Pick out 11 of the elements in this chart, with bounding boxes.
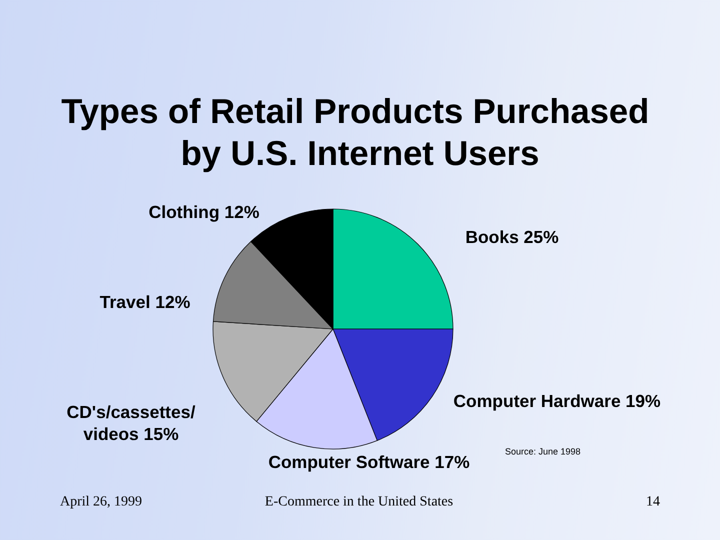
slice-label: Computer Hardware 19% (453, 391, 662, 411)
slice-label: Clothing 12% (148, 202, 260, 222)
slice-label: Books 25% (465, 227, 560, 247)
text: 14 (646, 494, 660, 510)
text: E-Commerce in the United States (264, 494, 454, 510)
slice-label: CD's/cassettes/videos 15% (66, 402, 196, 444)
slice-label: Travel 12% (100, 292, 191, 312)
text: April 26, 1999 (60, 494, 142, 510)
source-note: Source: June 1998 (505, 446, 581, 456)
chart-title: Types of Retail Products Purchased by U.S. Internet Users (61, 93, 659, 173)
slice-label: Computer Software 17% (268, 452, 470, 472)
